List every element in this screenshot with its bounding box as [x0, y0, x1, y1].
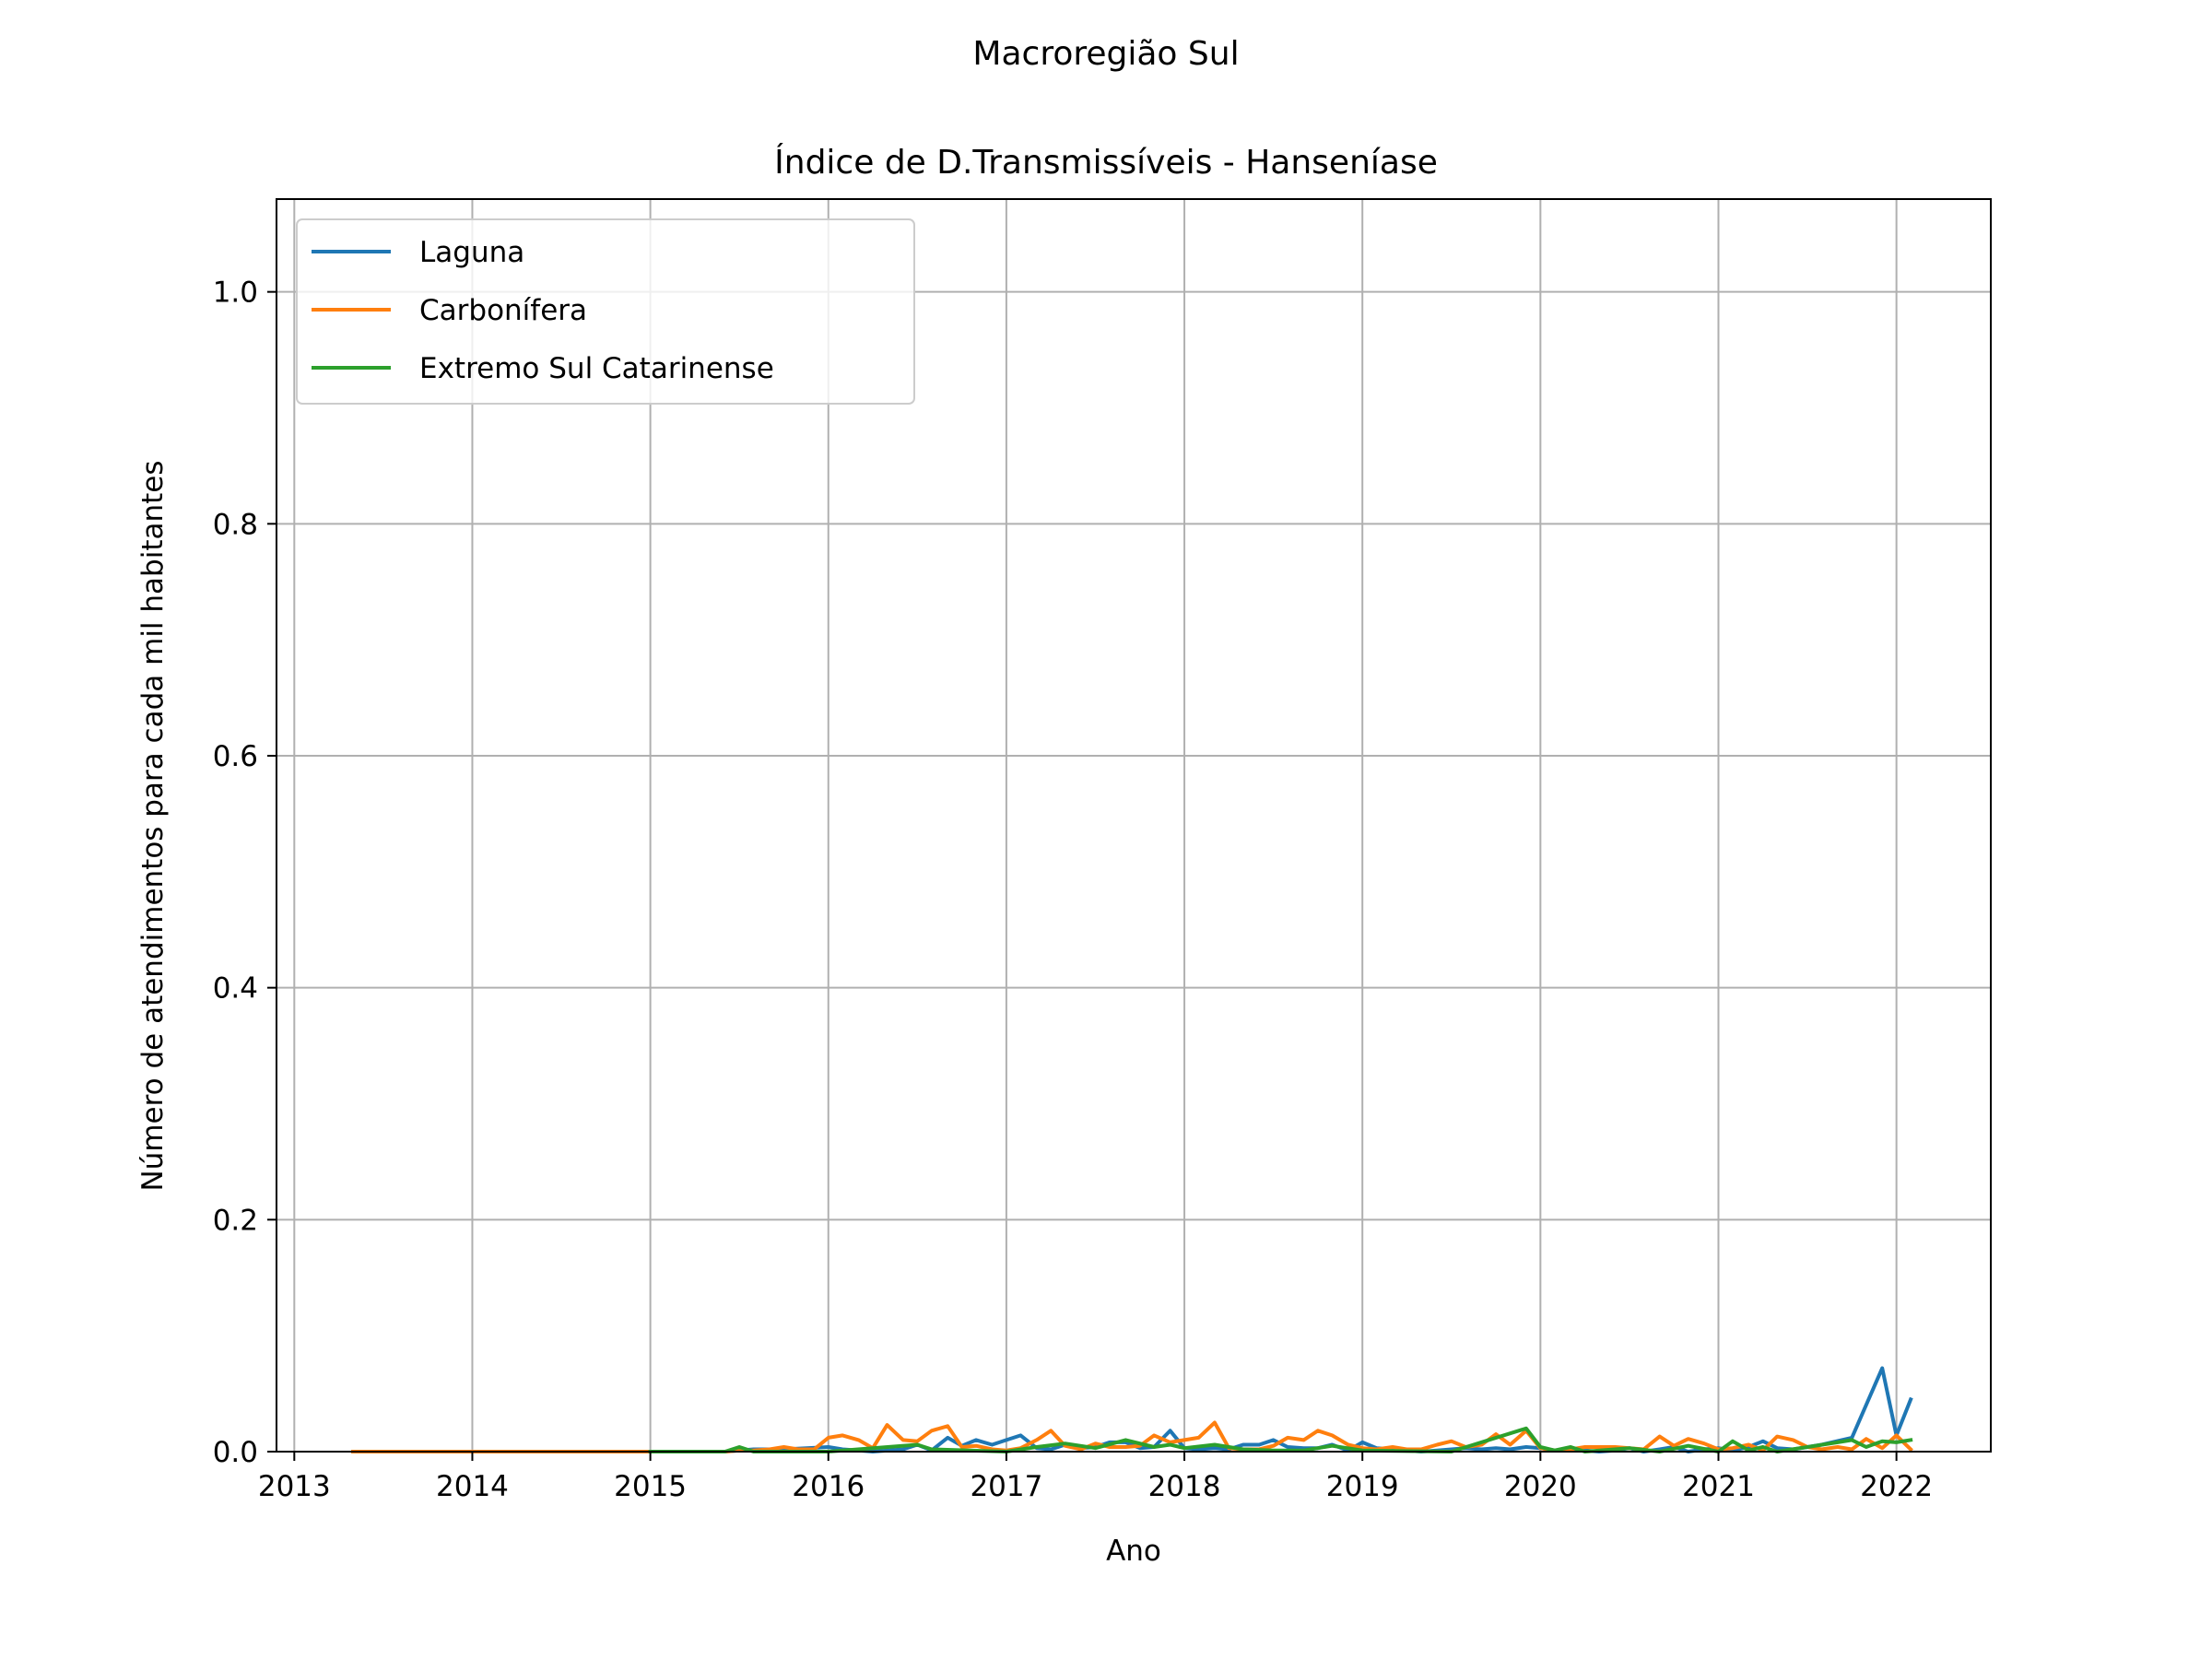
legend-label-extremo-sul: Extremo Sul Catarinense — [419, 352, 774, 385]
plot-area — [276, 199, 1991, 1452]
axis-ticks: 2013 2014 2015 2016 2017 2018 2019 2020 2021 2022… — [213, 276, 1933, 1503]
x-tick-label: 2020 — [1504, 1470, 1577, 1503]
chart-title: Índice de D.Transmissíveis - Hanseníase — [774, 143, 1438, 182]
y-tick-label: 0.2 — [213, 1204, 258, 1237]
x-tick-label: 2016 — [792, 1470, 865, 1503]
y-tick-label: 0.0 — [213, 1436, 258, 1469]
legend: Laguna Carbonífera Extremo Sul Catarinen… — [296, 218, 915, 405]
x-tick-label: 2021 — [1682, 1470, 1755, 1503]
series-line-carbonifera — [351, 1420, 1913, 1453]
x-tick-label: 2017 — [970, 1470, 1042, 1503]
x-tick-label: 2015 — [614, 1470, 687, 1503]
x-tick-label: 2014 — [436, 1470, 509, 1503]
x-tick-label: 2018 — [1148, 1470, 1221, 1503]
y-axis-label: Número de atendimentos para cada mil hab… — [136, 460, 170, 1191]
x-tick-label: 2019 — [1326, 1470, 1399, 1503]
y-tick-label: 0.4 — [213, 972, 258, 1006]
legend-label-laguna: Laguna — [419, 236, 524, 269]
x-tick-label: 2013 — [258, 1470, 331, 1503]
plot-frame — [276, 198, 1992, 1453]
y-tick-label: 0.6 — [213, 740, 258, 773]
y-tick-label: 0.8 — [213, 508, 258, 541]
x-tick-label: 2022 — [1860, 1470, 1933, 1503]
legend-label-carbonifera: Carbonífera — [419, 294, 587, 327]
figure-suptitle: Macroregião Sul — [972, 35, 1239, 73]
x-axis-label: Ano — [1106, 1535, 1161, 1568]
y-tick-label: 1.0 — [213, 276, 258, 310]
legend-box — [296, 218, 915, 405]
